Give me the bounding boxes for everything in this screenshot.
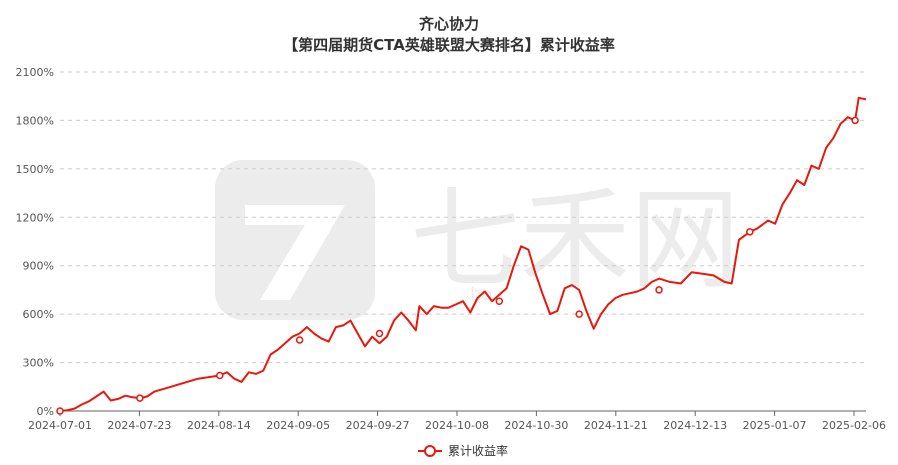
x-tick-label: 2024-07-23: [107, 419, 171, 432]
x-tick-label: 2024-09-05: [266, 419, 330, 432]
data-point-marker: [655, 286, 663, 294]
y-tick-label: 1200%: [16, 211, 54, 224]
x-tick-label: 2024-10-30: [504, 419, 568, 432]
watermark-text: 七禾网: [410, 176, 740, 304]
data-point-marker: [575, 310, 583, 318]
y-tick-label: 900%: [23, 260, 54, 273]
data-point-marker: [495, 297, 504, 305]
x-tick-label: 2024-08-14: [187, 419, 251, 432]
y-tick-label: 300%: [23, 357, 54, 370]
data-point-marker: [851, 116, 859, 125]
series-layer: [56, 96, 867, 415]
x-tick-label: 2024-07-01: [28, 419, 92, 432]
data-point-marker: [375, 329, 384, 338]
legend-label: 累计收益率: [448, 443, 508, 458]
data-point-marker: [746, 228, 754, 236]
x-tick-label: 2024-11-21: [584, 419, 648, 432]
y-tick-label: 1800%: [16, 114, 54, 127]
chart-subtitle: 【第四届期货CTA英雄联盟大赛排名】累计收益率: [283, 36, 615, 54]
y-tick-label: 600%: [23, 308, 54, 321]
series-line: [59, 96, 867, 412]
grid: [60, 71, 866, 364]
legend-marker-icon: [424, 445, 436, 457]
chart-title: 齐心协力: [419, 15, 479, 33]
x-tick-label: 2024-10-08: [425, 419, 489, 432]
data-point-marker: [295, 336, 304, 344]
y-tick-label: 1500%: [16, 163, 54, 176]
data-point-marker: [56, 407, 64, 415]
y-axis: 0% 300% 600% 900% 1200% 1500% 1800% 2100%: [16, 66, 54, 418]
x-tick-label: 2025-01-07: [743, 419, 807, 432]
watermark-logo: 七禾网 hq: [215, 160, 740, 320]
x-axis: 2024-07-01 2024-07-23 2024-08-14 2024-09-05…: [28, 410, 886, 432]
data-point-marker: [136, 394, 144, 402]
x-tick-label: 2025-02-06: [822, 419, 886, 432]
y-tick-label: 0%: [37, 405, 54, 418]
x-tick-label: 2024-12-13: [663, 419, 727, 432]
data-point-marker: [215, 371, 224, 380]
legend[interactable]: 累计收益率: [418, 443, 508, 458]
x-tick-label: 2024-09-27: [346, 419, 410, 432]
y-tick-label: 2100%: [16, 66, 54, 79]
